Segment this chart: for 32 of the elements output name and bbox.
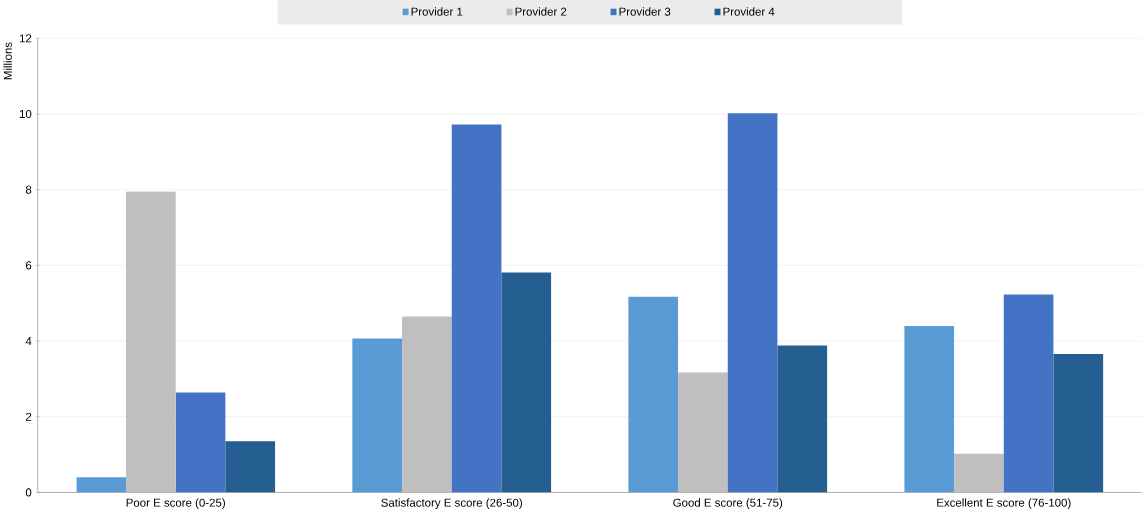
bar (225, 441, 276, 493)
bar (352, 338, 403, 493)
bar (1003, 294, 1054, 493)
y-tick-label: 12 (19, 34, 32, 43)
bar (402, 316, 452, 493)
y-tick-label: 8 (25, 185, 32, 194)
y-tick-label: 0 (25, 488, 32, 497)
x-tick-label: Poor E score (0-25) (126, 498, 225, 509)
bar (777, 345, 828, 493)
x-tick-label: Satisfactory E score (26-50) (381, 498, 522, 509)
bar (451, 124, 502, 493)
bar (628, 296, 679, 493)
bar (501, 272, 552, 493)
bar (1053, 353, 1104, 493)
bar (76, 477, 127, 493)
bar (954, 453, 1004, 493)
legend-label: Provider 1 (411, 7, 463, 16)
bar (727, 112, 778, 493)
bar (678, 372, 728, 493)
legend-label: Provider 4 (723, 7, 775, 16)
legend-label: Provider 2 (515, 7, 567, 16)
x-tick-label: Excellent E score (76-100) (937, 498, 1071, 509)
y-tick-label: 4 (25, 336, 32, 345)
legend-label: Provider 3 (619, 7, 671, 16)
y-tick-label: 2 (25, 412, 32, 421)
bar (904, 325, 955, 493)
bar (175, 392, 226, 493)
y-tick-label: 6 (26, 261, 32, 270)
y-axis-title: Millions (3, 42, 12, 79)
bar (126, 191, 176, 493)
y-tick-label: 10 (19, 109, 32, 118)
x-tick-label: Good E score (51-75) (673, 498, 783, 509)
